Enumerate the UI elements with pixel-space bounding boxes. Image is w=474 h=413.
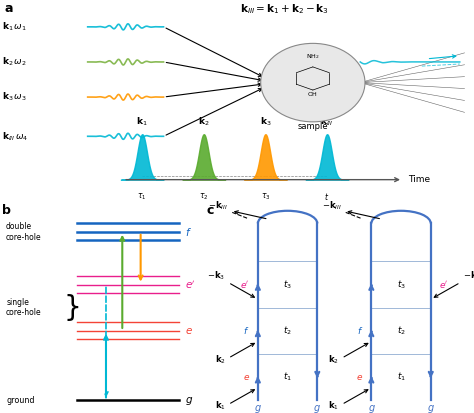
Text: $\mathbf{k}_{III}=\mathbf{k}_1+\mathbf{k}_2-\mathbf{k}_3$: $\mathbf{k}_{III}=\mathbf{k}_1+\mathbf{k… <box>240 2 329 16</box>
Text: $t_1$: $t_1$ <box>397 371 406 383</box>
Text: b: b <box>2 204 11 218</box>
Text: $\tau_3$: $\tau_3$ <box>261 191 270 202</box>
Text: $\mathbf{k}_1$: $\mathbf{k}_1$ <box>137 116 148 128</box>
Text: c: c <box>207 204 214 218</box>
Text: $\mathbf{k}_2$: $\mathbf{k}_2$ <box>328 354 339 366</box>
Text: double
core-hole: double core-hole <box>6 222 42 242</box>
Text: $\mathbf{k}_3\,\omega_3$: $\mathbf{k}_3\,\omega_3$ <box>2 91 27 103</box>
Text: g: g <box>428 403 434 413</box>
Text: $\mathbf{k}_{III}\,\omega_4$: $\mathbf{k}_{III}\,\omega_4$ <box>2 130 29 142</box>
Text: OH: OH <box>308 92 318 97</box>
Text: a: a <box>5 2 13 15</box>
Text: $\mathbf{k}_1\,\omega_1$: $\mathbf{k}_1\,\omega_1$ <box>2 21 27 33</box>
Text: $\mathbf{k}_2$: $\mathbf{k}_2$ <box>215 354 226 366</box>
Ellipse shape <box>261 43 365 122</box>
Text: single
core-hole: single core-hole <box>6 298 42 317</box>
Text: sample: sample <box>298 122 328 131</box>
Text: $t_2$: $t_2$ <box>283 325 292 337</box>
Text: $t_1$: $t_1$ <box>283 371 292 383</box>
Text: $t_3$: $t_3$ <box>283 278 292 291</box>
Text: ground: ground <box>6 396 35 405</box>
Text: $\tau_2$: $\tau_2$ <box>199 191 209 202</box>
Text: $t$: $t$ <box>324 191 330 202</box>
Text: g: g <box>185 395 192 406</box>
Text: Time: Time <box>408 175 430 184</box>
Text: g: g <box>314 403 320 413</box>
Text: $-\mathbf{k}_3$: $-\mathbf{k}_3$ <box>208 269 226 282</box>
Text: g: g <box>255 403 261 413</box>
Text: $t_3$: $t_3$ <box>397 278 406 291</box>
Text: $\tau_1$: $\tau_1$ <box>137 191 147 202</box>
Text: $\mathbf{k}_1$: $\mathbf{k}_1$ <box>328 400 339 412</box>
Text: $e$: $e$ <box>185 326 193 336</box>
Text: $e$: $e$ <box>356 373 363 382</box>
Text: $\mathbf{k}_1$: $\mathbf{k}_1$ <box>215 400 226 412</box>
Text: $t_2$: $t_2$ <box>397 325 406 337</box>
Text: $f$: $f$ <box>244 325 250 336</box>
Text: $\mathbf{k}_3$: $\mathbf{k}_3$ <box>260 116 271 128</box>
Text: g: g <box>368 403 374 413</box>
Text: $f$: $f$ <box>185 226 192 238</box>
Text: $e'$: $e'$ <box>185 278 196 291</box>
Text: $-\mathbf{k}_{III}$: $-\mathbf{k}_{III}$ <box>209 200 228 212</box>
Text: $e'$: $e'$ <box>439 279 448 290</box>
Text: $f$: $f$ <box>357 325 363 336</box>
Text: $\mathbf{k}_2$: $\mathbf{k}_2$ <box>198 116 210 128</box>
Text: $\mathbf{k}_2\,\omega_2$: $\mathbf{k}_2\,\omega_2$ <box>2 56 27 68</box>
Text: $-\mathbf{k}_{III}$: $-\mathbf{k}_{III}$ <box>322 200 342 212</box>
Text: $-\mathbf{k}_3$: $-\mathbf{k}_3$ <box>463 269 474 282</box>
Text: }: } <box>64 294 81 322</box>
Text: $e$: $e$ <box>243 373 250 382</box>
Text: $\mathbf{k}_{III}$: $\mathbf{k}_{III}$ <box>320 116 334 128</box>
Text: $e'$: $e'$ <box>240 279 250 290</box>
Text: NH$_2$: NH$_2$ <box>306 52 319 61</box>
